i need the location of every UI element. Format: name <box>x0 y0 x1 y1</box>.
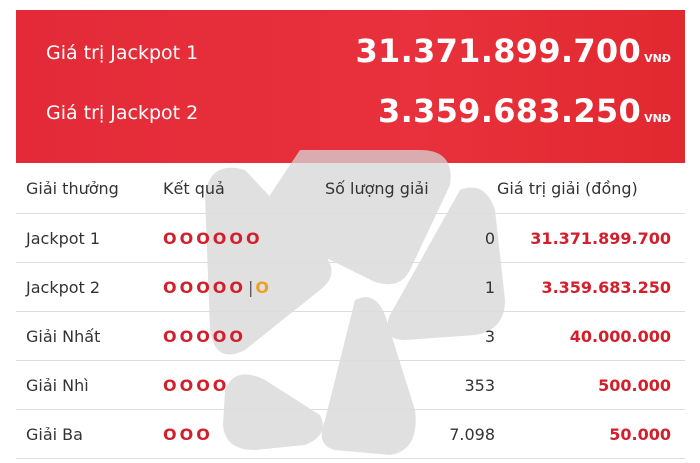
result-balls: OOOOOO <box>162 213 324 263</box>
prize-name: Giải Nhì <box>16 360 162 410</box>
result-balls: OOOOO | O <box>162 262 324 312</box>
prize-name: Jackpot 2 <box>16 262 162 312</box>
result-balls: OOOOO <box>162 311 324 361</box>
ball-markers: OOOOO <box>163 326 247 346</box>
table-row: Giải Ba OOO 7.098 50.000 <box>16 409 685 459</box>
prize-value: 31.371.899.700 <box>496 213 685 263</box>
table-row: Giải Nhất OOOOO 3 40.000.000 <box>16 311 685 361</box>
jackpot-2-amount: 3.359.683.250 <box>378 92 642 130</box>
ball-markers: OOOOO <box>163 277 247 297</box>
prize-value: 50.000 <box>496 409 685 459</box>
jackpot-1-unit: VNĐ <box>644 52 671 65</box>
table-header-row: Giải thưởng Kết quả Số lượng giải Giá tr… <box>16 163 685 214</box>
header-count: Số lượng giải <box>324 163 496 214</box>
bonus-separator: | <box>248 277 254 297</box>
table-row: Jackpot 1 OOOOOO 0 31.371.899.700 <box>16 213 685 263</box>
prize-value: 3.359.683.250 <box>496 262 685 312</box>
prize-value: 40.000.000 <box>496 311 685 361</box>
header-result: Kết quả <box>162 163 324 214</box>
ball-markers: OOOO <box>163 375 230 395</box>
ball-markers: OOOOOO <box>163 228 263 248</box>
prize-table: Giải thưởng Kết quả Số lượng giải Giá tr… <box>16 163 685 459</box>
bonus-ball-marker: O <box>255 277 270 297</box>
jackpot-1-value: 31.371.899.700 VNĐ <box>355 32 671 70</box>
jackpot-2-row: Giá trị Jackpot 2 3.359.683.250 VNĐ <box>16 84 685 144</box>
jackpot-2-label: Giá trị Jackpot 2 <box>46 102 199 124</box>
jackpot-1-row: Giá trị Jackpot 1 31.371.899.700 VNĐ <box>16 24 685 84</box>
prize-count: 353 <box>324 360 496 410</box>
jackpot-2-unit: VNĐ <box>644 112 671 125</box>
prize-count: 3 <box>324 311 496 361</box>
prize-count: 0 <box>324 213 496 263</box>
prize-count: 1 <box>324 262 496 312</box>
header-prize: Giải thưởng <box>16 163 162 214</box>
prize-name: Giải Ba <box>16 409 162 459</box>
jackpot-banner: Giá trị Jackpot 1 31.371.899.700 VNĐ Giá … <box>16 10 685 163</box>
prize-count: 7.098 <box>324 409 496 459</box>
jackpot-1-amount: 31.371.899.700 <box>355 32 642 70</box>
ball-markers: OOO <box>163 424 213 444</box>
prize-name: Jackpot 1 <box>16 213 162 263</box>
prize-name: Giải Nhất <box>16 311 162 361</box>
result-balls: OOO <box>162 409 324 459</box>
jackpot-2-value: 3.359.683.250 VNĐ <box>378 92 671 130</box>
table-row: Giải Nhì OOOO 353 500.000 <box>16 360 685 410</box>
prize-value: 500.000 <box>496 360 685 410</box>
table-row: Jackpot 2 OOOOO | O 1 3.359.683.250 <box>16 262 685 312</box>
result-balls: OOOO <box>162 360 324 410</box>
header-value: Giá trị giải (đồng) <box>496 163 685 214</box>
jackpot-1-label: Giá trị Jackpot 1 <box>46 42 199 64</box>
